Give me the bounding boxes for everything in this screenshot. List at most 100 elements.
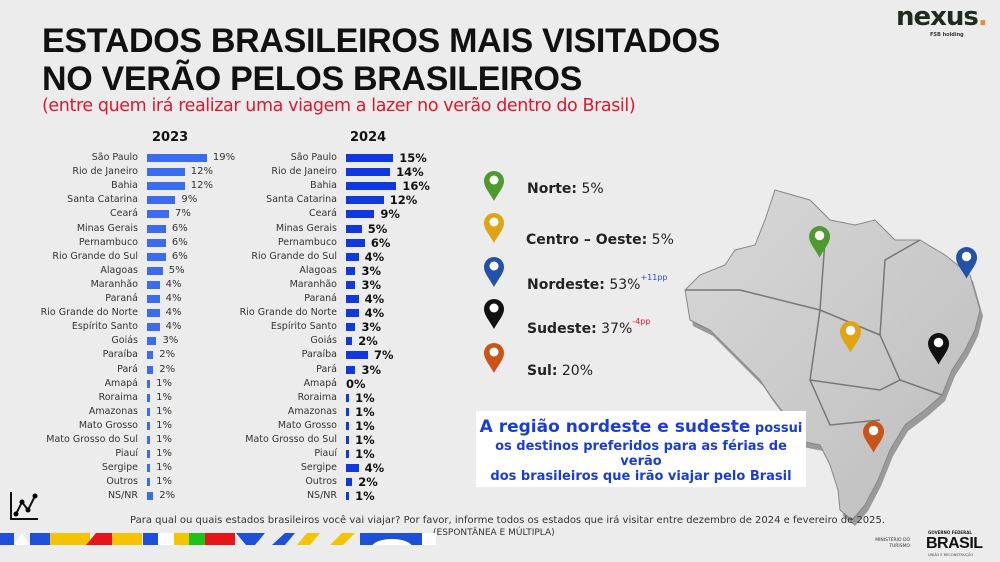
map-pin-icon xyxy=(840,321,862,353)
bar xyxy=(346,252,359,261)
data-label: 7% xyxy=(175,208,191,220)
bar-row-2023: Alagoas xyxy=(0,264,138,278)
map-pin-icon xyxy=(863,421,885,453)
callout-box: A região nordeste e sudeste possui os de… xyxy=(476,411,806,487)
bar-row-2023: Santa Catarina xyxy=(0,193,138,207)
data-label: 4% xyxy=(165,307,182,319)
survey-question: Para qual ou quais estados brasileiros v… xyxy=(130,515,886,526)
subtitle: (entre quem irá realizar uma viagem a la… xyxy=(42,96,636,116)
bar-row-2023: Mato Grosso do Sul xyxy=(0,433,138,447)
bar xyxy=(147,182,185,191)
bar-row-2024: Roraima xyxy=(0,391,337,405)
title-line-1: ESTADOS BRASILEIROS MAIS VISITADOS xyxy=(42,22,721,60)
bar xyxy=(147,280,160,289)
data-label: 1% xyxy=(156,434,173,445)
category-label: NS/NR xyxy=(306,490,337,502)
category-label: Mato Grosso xyxy=(78,419,138,431)
bar-row-2024: Ceará xyxy=(0,207,337,221)
bar xyxy=(346,196,384,205)
data-label: 3% xyxy=(162,335,179,347)
category-label: Rio Grande do Norte xyxy=(40,307,138,319)
bar xyxy=(147,309,160,318)
data-label: 1% xyxy=(355,390,375,405)
legend-item: Centro – Oeste: 5% xyxy=(526,232,674,248)
data-label: 3% xyxy=(361,320,381,335)
callout-strong: A região nordeste e sudeste xyxy=(479,417,751,437)
data-label: 5% xyxy=(168,264,185,276)
region-value: 5% xyxy=(647,232,674,248)
data-label: 2% xyxy=(159,349,176,361)
gov-label: GOVERNO FEDERAL xyxy=(928,530,972,535)
category-label: Maranhão xyxy=(90,278,138,290)
category-label: Sergipe xyxy=(300,462,337,474)
bar-row-2023: Sergipe xyxy=(0,461,138,475)
bar xyxy=(147,337,157,346)
category-label: Amazonas xyxy=(88,405,138,417)
category-label: Mato Grosso xyxy=(277,419,337,431)
bar xyxy=(147,196,176,205)
bar xyxy=(147,365,154,374)
bar xyxy=(147,154,207,162)
bar-row-2023: Pernambuco xyxy=(0,236,138,250)
category-label: Ceará xyxy=(308,208,337,220)
bar xyxy=(147,492,154,501)
category-label: Outros xyxy=(106,476,138,488)
bar xyxy=(147,464,151,473)
category-label: Alagoas xyxy=(299,264,337,276)
category-label: Minas Gerais xyxy=(76,222,138,234)
data-label: 1% xyxy=(156,405,173,417)
bar xyxy=(147,450,151,459)
bar xyxy=(147,238,166,247)
category-label: Mato Grosso do Sul xyxy=(46,434,138,445)
bar xyxy=(346,365,356,374)
location-pin-icon xyxy=(484,171,504,201)
bar xyxy=(147,379,151,388)
bar-row-2023: Paraíba xyxy=(0,348,138,362)
bar-row-2023: Mato Grosso xyxy=(0,419,138,433)
bar-row-2024: Sergipe xyxy=(0,461,337,475)
chart-trend-icon xyxy=(10,492,38,520)
data-label: 1% xyxy=(355,489,375,504)
bar-row-2023: Minas Gerais xyxy=(0,222,138,236)
legend-item: Sudeste: 37%-4pp xyxy=(527,317,650,337)
map-pin-icon xyxy=(956,247,978,279)
region-name: Sul: xyxy=(527,363,558,379)
bar xyxy=(346,224,362,233)
data-label: 4% xyxy=(364,306,385,321)
location-pin-icon xyxy=(484,343,504,373)
region-value: 37% xyxy=(596,321,633,337)
bar xyxy=(147,421,151,430)
gov-brasil-logo: BRASIL xyxy=(926,535,983,552)
category-label: Santa Catarina xyxy=(67,194,138,206)
chart-2024-title: 2024 xyxy=(350,130,387,145)
bar xyxy=(147,478,151,487)
bar-row-2023: Rio Grande do Sul xyxy=(0,250,138,264)
bar-row-2024: Piauí xyxy=(0,447,337,461)
bar-row-2024: NS/NR xyxy=(0,489,337,503)
bar xyxy=(147,436,151,444)
bar-row-2024: Bahia xyxy=(0,179,337,193)
bar-row-2024: Amazonas xyxy=(0,405,337,419)
category-label: Goiás xyxy=(310,335,337,347)
category-label: Rio Grande do Norte xyxy=(239,307,337,319)
category-label: Amazonas xyxy=(287,405,337,417)
bar xyxy=(346,266,356,275)
category-label: Alagoas xyxy=(100,264,138,276)
data-label: 2% xyxy=(159,490,176,502)
data-label: 4% xyxy=(165,321,182,333)
region-value: 5% xyxy=(577,181,604,197)
category-label: São Paulo xyxy=(290,152,337,163)
category-label: Bahia xyxy=(310,180,337,192)
bar-row-2023: Espírito Santo xyxy=(0,320,138,334)
bar xyxy=(147,266,163,275)
bar-row-2023: Amapá xyxy=(0,377,138,391)
bar xyxy=(346,393,350,402)
category-label: Rio Grande do Sul xyxy=(52,250,138,262)
callout-line-3: dos brasileiros que irão viajar pelo Bra… xyxy=(490,469,792,484)
bar-row-2024: Minas Gerais xyxy=(0,222,337,236)
data-label: 0% xyxy=(346,376,366,391)
category-label: Bahia xyxy=(111,180,138,192)
bar-row-2024: Pará xyxy=(0,363,337,377)
category-label: Goiás xyxy=(111,335,138,347)
